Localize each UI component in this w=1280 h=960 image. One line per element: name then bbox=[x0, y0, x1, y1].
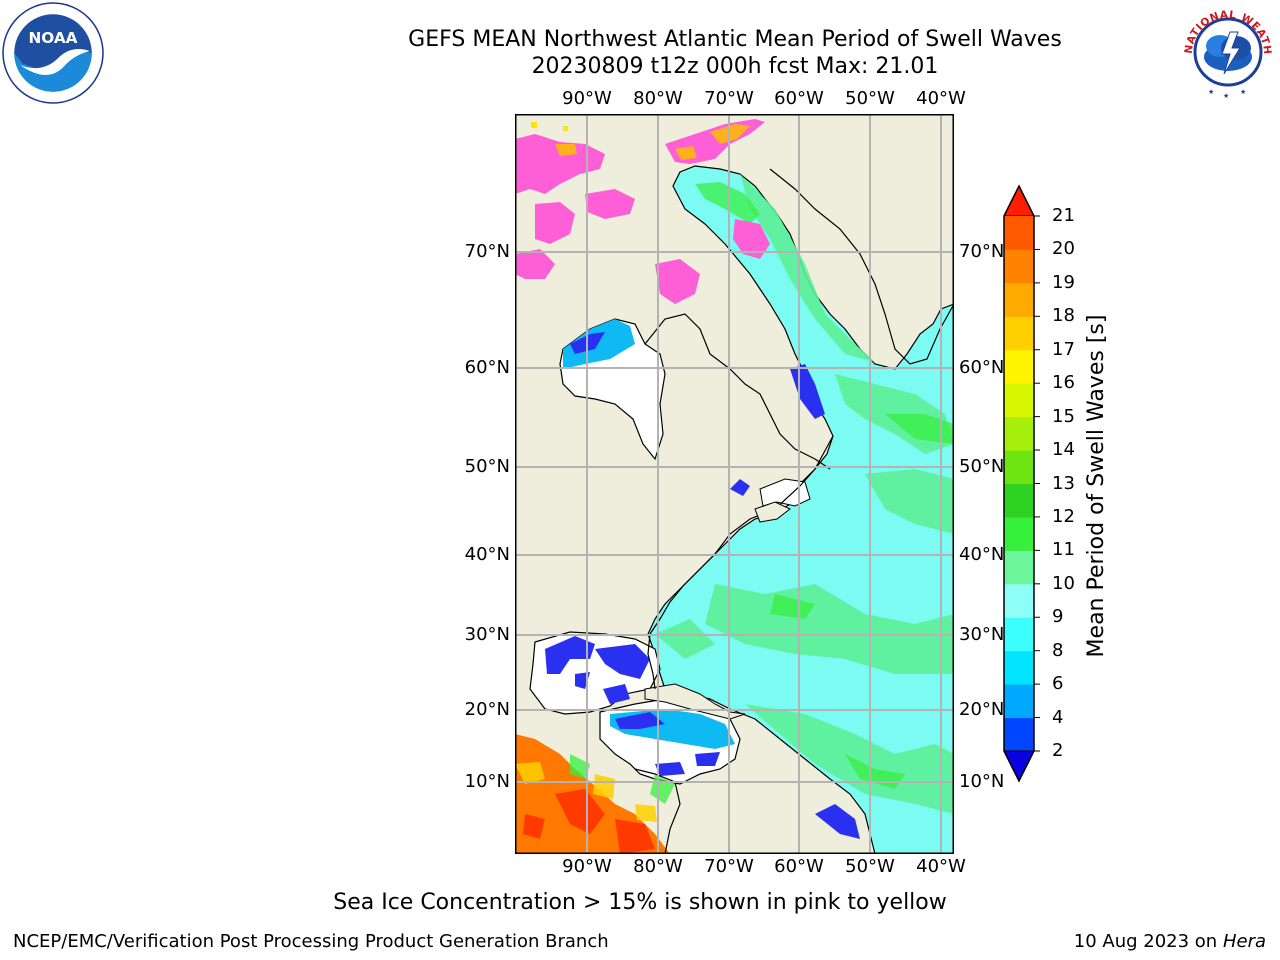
colorbar-segment bbox=[1004, 717, 1034, 752]
south-america-warm bbox=[515, 762, 657, 822]
colorbar-segment bbox=[1004, 249, 1034, 284]
lat-label-left: 70°N bbox=[464, 241, 510, 262]
colorbar-label: Mean Period of Swell Waves [s] bbox=[1084, 314, 1109, 658]
colorbar-tick-label: 10 bbox=[1052, 572, 1075, 594]
colorbar-segment bbox=[1004, 650, 1034, 685]
colorbar-tick-label: 17 bbox=[1052, 338, 1075, 360]
colorbar-segment bbox=[1004, 349, 1034, 384]
lat-label-right: 60°N bbox=[959, 357, 1005, 378]
footer-date: 10 Aug 2023 on Hera bbox=[1074, 931, 1266, 953]
svg-text:★: ★ bbox=[1208, 88, 1214, 96]
colorbar-under-arrow bbox=[1003, 750, 1035, 783]
lon-label-bottom: 80°W bbox=[633, 856, 683, 877]
us-east-coast bbox=[647, 435, 834, 690]
colorbar-segment bbox=[1004, 316, 1034, 351]
lon-label-bottom: 90°W bbox=[562, 856, 612, 877]
colorbar-segment bbox=[1004, 383, 1034, 418]
colorbar-tick-label: 11 bbox=[1052, 539, 1075, 561]
nws-logo: NATIONAL WEATHER SERVICE ★ ★ ★ bbox=[1178, 2, 1276, 100]
swell-period-map bbox=[515, 114, 954, 854]
sea-ice-note: Sea Ice Concentration > 15% is shown in … bbox=[333, 890, 947, 915]
colorbar-tick-label: 13 bbox=[1052, 472, 1075, 494]
lat-label-left: 10°N bbox=[464, 771, 510, 792]
gulf-of-mexico-swell bbox=[545, 636, 650, 704]
colorbar-segment bbox=[1004, 617, 1034, 652]
colorbar-tick-label: 21 bbox=[1052, 205, 1075, 226]
colorbar-segment bbox=[1004, 516, 1034, 551]
svg-text:★: ★ bbox=[1223, 92, 1229, 100]
lon-label-top: 80°W bbox=[633, 88, 683, 109]
colorbar-segment bbox=[1004, 216, 1034, 250]
colorbar-segment bbox=[1004, 684, 1034, 719]
lat-label-right: 70°N bbox=[959, 241, 1005, 262]
footer-date-text: 10 Aug 2023 on bbox=[1073, 931, 1218, 952]
lon-label-top: 40°W bbox=[916, 88, 966, 109]
lat-label-left: 40°N bbox=[464, 544, 510, 565]
lat-label-right: 20°N bbox=[959, 699, 1005, 720]
hudson-bay-swell bbox=[563, 319, 635, 369]
lat-label-right: 30°N bbox=[959, 624, 1005, 645]
colorbar-over-arrow bbox=[1003, 184, 1035, 217]
sea-ice-max bbox=[531, 122, 568, 131]
nova-scotia bbox=[754, 501, 791, 523]
map-frame bbox=[515, 114, 954, 854]
colorbar-tick-label: 15 bbox=[1052, 405, 1075, 427]
footer-host: Hera bbox=[1222, 931, 1266, 952]
caribbean-short bbox=[615, 712, 720, 776]
svg-text:★: ★ bbox=[1240, 88, 1246, 96]
colorbar-tick-label: 12 bbox=[1052, 505, 1075, 527]
lat-label-left: 20°N bbox=[464, 699, 510, 720]
lat-label-right: 50°N bbox=[959, 456, 1005, 477]
colorbar-tick-label: 18 bbox=[1052, 305, 1075, 327]
lat-label-right: 40°N bbox=[959, 544, 1005, 565]
lat-label-left: 60°N bbox=[464, 357, 510, 378]
colorbar bbox=[1003, 184, 1040, 783]
lon-label-top: 60°W bbox=[774, 88, 824, 109]
colorbar-tick-label: 19 bbox=[1052, 271, 1075, 293]
lon-label-bottom: 40°W bbox=[916, 856, 966, 877]
lon-label-bottom: 70°W bbox=[704, 856, 754, 877]
colorbar-tick-label: 16 bbox=[1052, 372, 1075, 394]
colorbar-tick-label: 8 bbox=[1052, 639, 1064, 661]
lon-label-top: 90°W bbox=[562, 88, 612, 109]
labrador-coast bbox=[644, 313, 831, 470]
colorbar-segment bbox=[1004, 416, 1034, 451]
lat-label-right: 10°N bbox=[959, 771, 1005, 792]
colorbar-segment bbox=[1004, 282, 1034, 317]
lon-label-bottom: 60°W bbox=[774, 856, 824, 877]
colorbar-segment bbox=[1004, 550, 1034, 585]
swell-patches-11s bbox=[695, 182, 954, 789]
colorbar-segment bbox=[1004, 583, 1034, 618]
noaa-logo-text: NOAA bbox=[28, 29, 77, 47]
greenland-coast bbox=[769, 168, 954, 365]
colorbar-tick-label: 20 bbox=[1052, 238, 1075, 260]
colorbar-tick-label: 9 bbox=[1052, 606, 1064, 628]
lon-label-top: 50°W bbox=[845, 88, 895, 109]
graticule bbox=[515, 114, 954, 854]
lon-label-bottom: 50°W bbox=[845, 856, 895, 877]
lat-label-left: 50°N bbox=[464, 456, 510, 477]
colorbar-tick-label: 14 bbox=[1052, 439, 1075, 461]
footer-branch: NCEP/EMC/Verification Post Processing Pr… bbox=[13, 931, 609, 952]
south-america-coast bbox=[634, 768, 681, 854]
noaa-logo: NOAA bbox=[2, 2, 104, 104]
chart-title: GEFS MEAN Northwest Atlantic Mean Period… bbox=[408, 27, 1062, 52]
lon-label-top: 70°W bbox=[704, 88, 754, 109]
colorbar-segment bbox=[1004, 483, 1034, 518]
colorbar-tick-label: 2 bbox=[1052, 740, 1064, 761]
colorbar-tick-label: 4 bbox=[1052, 706, 1064, 728]
lat-label-left: 30°N bbox=[464, 624, 510, 645]
colorbar-tick-label: 6 bbox=[1052, 673, 1064, 695]
colorbar-segment bbox=[1004, 450, 1034, 484]
chart-subtitle: 20230809 t12z 000h fcst Max: 21.01 bbox=[531, 54, 939, 79]
south-america-hot bbox=[523, 789, 655, 854]
